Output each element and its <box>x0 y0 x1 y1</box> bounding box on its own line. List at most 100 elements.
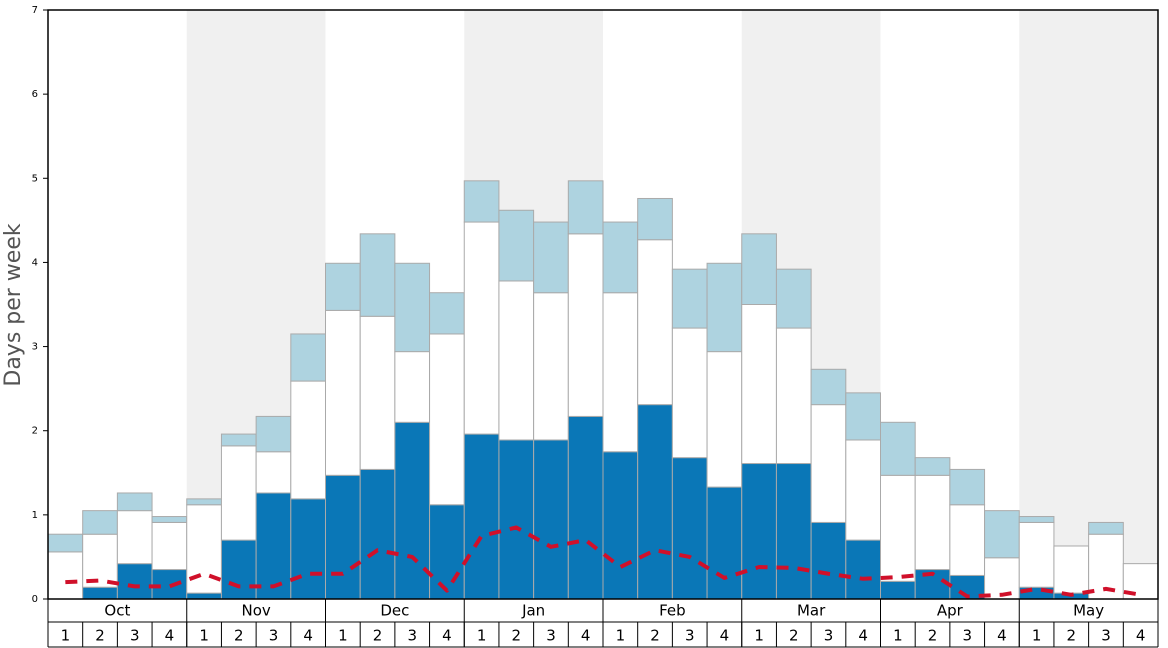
bar-segment <box>602 221 639 294</box>
x-tick-label: 2 <box>1067 627 1077 645</box>
bar-segment <box>359 233 396 317</box>
bar-segment <box>220 433 257 447</box>
bar-segment <box>706 486 743 600</box>
bar-segment <box>637 239 673 406</box>
month-label: Jan <box>521 602 545 620</box>
bar-segment <box>845 539 881 600</box>
bar-segment <box>984 510 1020 559</box>
bar-segment <box>429 504 465 600</box>
bar-segment <box>290 333 326 382</box>
y-tick-label: 1 <box>32 510 38 521</box>
bar-segment <box>394 262 431 353</box>
x-tick-label: 3 <box>407 627 417 645</box>
bar-segment <box>325 309 361 476</box>
bar-segment <box>463 221 500 435</box>
bar-segment <box>151 521 188 571</box>
y-tick-label: 7 <box>32 5 38 16</box>
bar-segment <box>810 521 847 600</box>
bar-segment <box>1088 521 1124 535</box>
x-tick-label: 1 <box>477 627 487 645</box>
trend-line <box>65 525 1141 599</box>
bar-segment <box>1018 516 1055 523</box>
bar-segment <box>359 315 396 470</box>
bar-segment <box>671 327 708 459</box>
bar-segment <box>290 380 326 500</box>
x-tick-label: 2 <box>512 627 522 645</box>
bar-segment <box>429 292 465 335</box>
x-tick-label: 2 <box>234 627 244 645</box>
bar-segment <box>255 492 292 600</box>
x-tick-label: 4 <box>165 627 175 645</box>
x-tick-label: 3 <box>685 627 695 645</box>
month-label: Oct <box>104 602 130 620</box>
bar-segment <box>116 563 153 600</box>
bar-segment <box>1018 521 1055 588</box>
y-tick-label: 2 <box>32 426 38 437</box>
bar-segment <box>671 268 708 329</box>
month-shade <box>1019 10 1158 599</box>
bar-segment <box>359 468 396 600</box>
bar-segment <box>914 474 951 571</box>
bar-segment <box>220 539 257 600</box>
bar-segment <box>741 304 777 465</box>
bar-segment <box>706 262 743 353</box>
y-tick-label: 0 <box>32 594 38 605</box>
month-label: Mar <box>797 602 826 620</box>
bar-segment <box>116 510 153 565</box>
bar-segment <box>845 392 881 441</box>
y-tick-label: 6 <box>32 89 38 100</box>
bar-segment <box>637 404 673 600</box>
bar-segment <box>498 280 535 441</box>
y-tick-label: 3 <box>32 342 38 353</box>
bar-segment <box>810 368 847 406</box>
bar-segment <box>602 292 639 453</box>
bar-segment <box>880 421 916 476</box>
bar-segment <box>151 516 188 523</box>
x-tick-label: 4 <box>303 627 313 645</box>
bar-segment <box>325 262 361 311</box>
bar-segment <box>533 292 569 441</box>
bar-segment <box>1053 545 1090 594</box>
bar-segment <box>810 404 847 523</box>
y-tick-label: 5 <box>32 173 38 184</box>
month-label: Feb <box>659 602 686 620</box>
x-tick-label: 2 <box>789 627 799 645</box>
x-tick-label: 1 <box>754 627 764 645</box>
bar-segment <box>533 439 569 600</box>
bar-segment <box>671 457 708 600</box>
bar-segment <box>463 180 500 223</box>
bar-segment <box>255 451 292 494</box>
bar-segment <box>775 268 812 329</box>
bar-segment <box>845 439 881 541</box>
bar-segment <box>255 415 292 453</box>
month-label: Dec <box>380 602 409 620</box>
month-label: Apr <box>937 602 964 620</box>
bar-segment <box>949 504 986 576</box>
bar-segment <box>394 421 431 600</box>
x-tick-label: 1 <box>199 627 209 645</box>
month-label: Nov <box>241 602 270 620</box>
bar-segment <box>325 474 361 600</box>
x-tick-label: 3 <box>546 627 556 645</box>
bar-segment <box>741 233 777 306</box>
x-tick-label: 1 <box>1032 627 1042 645</box>
bar-segment <box>429 333 465 506</box>
bar-segment <box>567 180 604 235</box>
bar-segment <box>880 474 916 582</box>
bar-segment <box>47 533 84 553</box>
y-axis-label: Days per week <box>1 223 26 386</box>
bar-segment <box>220 445 257 541</box>
bar-segment <box>949 468 986 506</box>
bar-segment <box>602 451 639 600</box>
bar-segment <box>880 580 916 600</box>
x-tick-label: 3 <box>269 627 279 645</box>
x-tick-label: 1 <box>893 627 903 645</box>
bar-segment <box>463 433 500 600</box>
x-tick-label: 4 <box>581 627 591 645</box>
x-tick-label: 1 <box>338 627 348 645</box>
bar-segment <box>186 592 222 600</box>
bar-segment <box>82 510 118 535</box>
bar-segment <box>498 439 535 600</box>
x-tick-label: 2 <box>95 627 105 645</box>
x-tick-label: 3 <box>130 627 140 645</box>
